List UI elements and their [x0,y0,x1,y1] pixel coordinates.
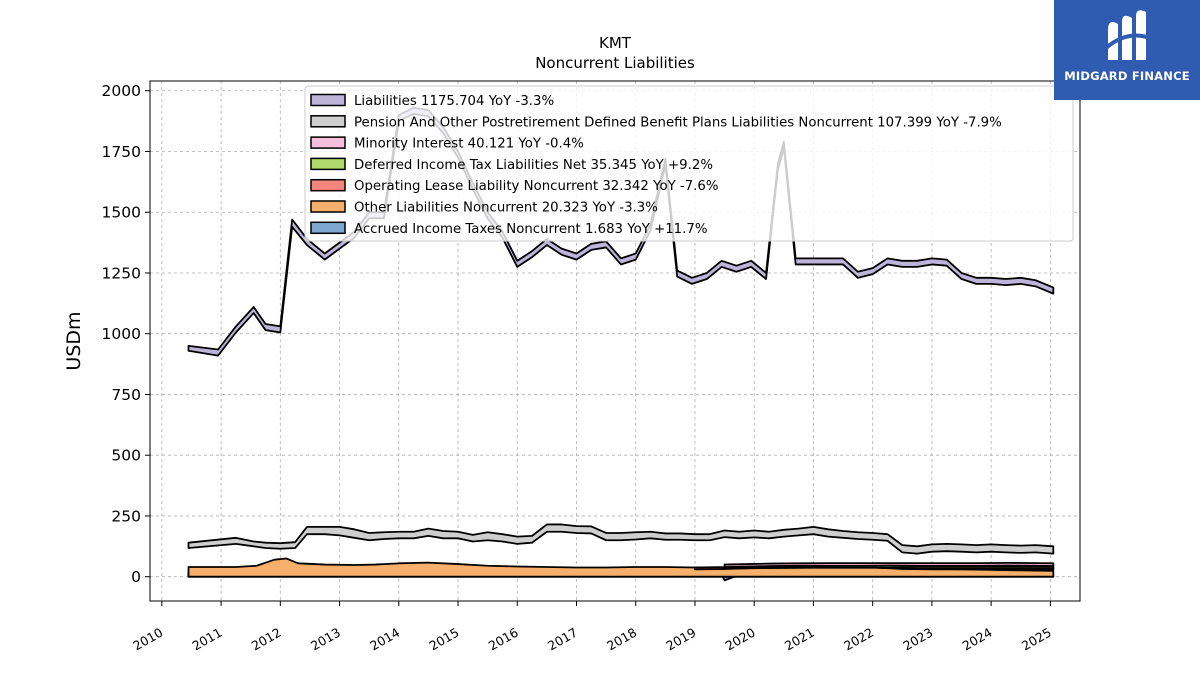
y-tick-label: 1000 [102,325,141,343]
x-axis: 2010 2011 2012 2013 2014 2015 2016 2017 2018 2019… [130,601,1054,654]
brand-logo: MIDGARD FINANCE [1054,0,1200,100]
chart-title: KMT [599,34,632,52]
y-tick-label: 2000 [102,82,141,100]
x-tick-label: 2019 [663,625,698,654]
y-tick-label: 500 [111,447,141,465]
legend: Liabilities 1175.704 YoY -3.3% Pension An… [304,85,1074,242]
legend-swatch [310,136,346,149]
x-tick-label: 2021 [782,625,817,654]
x-tick-label: 2018 [604,625,639,654]
x-tick-label: 2014 [367,625,402,654]
y-tick-label: 750 [111,386,141,404]
legend-swatch [310,178,346,192]
chart-subtitle: Noncurrent Liabilities [535,54,695,72]
x-tick-label: 2022 [841,625,876,654]
legend-entry-label: Minority Interest 40.121 YoY -0.4% [354,137,584,152]
y-tick-label: 1500 [102,204,141,222]
y-tick-label: 1750 [102,143,141,161]
x-tick-label: 2023 [900,625,935,654]
x-tick-label: 2013 [308,625,343,654]
legend-swatch [310,93,346,107]
y-axis: 0 250 500 750 1000 1250 1500 1750 2000 [102,82,150,586]
brand-name: MIDGARD FINANCE [1064,69,1190,83]
legend-swatch [310,157,346,171]
x-tick-label: 2011 [190,625,225,654]
series-1-area [187,523,1055,555]
x-tick-label: 2024 [960,625,995,654]
legend-entry-label: Accrued Income Taxes Noncurrent 1.683 Yo… [354,222,707,237]
x-tick-label: 2010 [130,625,165,654]
x-tick-label: 2025 [1019,625,1054,654]
y-tick-label: 250 [111,507,141,525]
x-tick-label: 2015 [426,625,461,654]
y-tick-label: 1250 [102,264,141,282]
y-axis-label: USDm [63,311,85,370]
plot-frame [149,80,1081,602]
midgard-m-icon [1104,10,1151,60]
x-tick-label: 2020 [723,625,758,654]
legend-entry-label: Other Liabilities Noncurrent 20.323 YoY … [354,201,658,216]
legend-entry-label: Deferred Income Tax Liabilities Net 35.3… [354,158,713,173]
x-tick-label: 2016 [486,625,521,654]
legend-swatch [310,221,346,235]
x-tick-label: 2017 [545,625,580,654]
series-layer [187,106,1055,582]
y-tick-label: 0 [131,568,141,586]
legend-entry-label: Liabilities 1175.704 YoY -3.3% [354,94,554,109]
legend-entry-label: Operating Lease Liability Noncurrent 32.… [354,179,719,194]
series-2-area [723,561,1055,568]
x-tick-label: 2012 [249,625,284,654]
legend-swatch [310,200,346,213]
legend-entry-label: Pension And Other Postretirement Defined… [354,115,1002,130]
legend-swatch [310,115,346,128]
legend-frame [304,85,1074,242]
